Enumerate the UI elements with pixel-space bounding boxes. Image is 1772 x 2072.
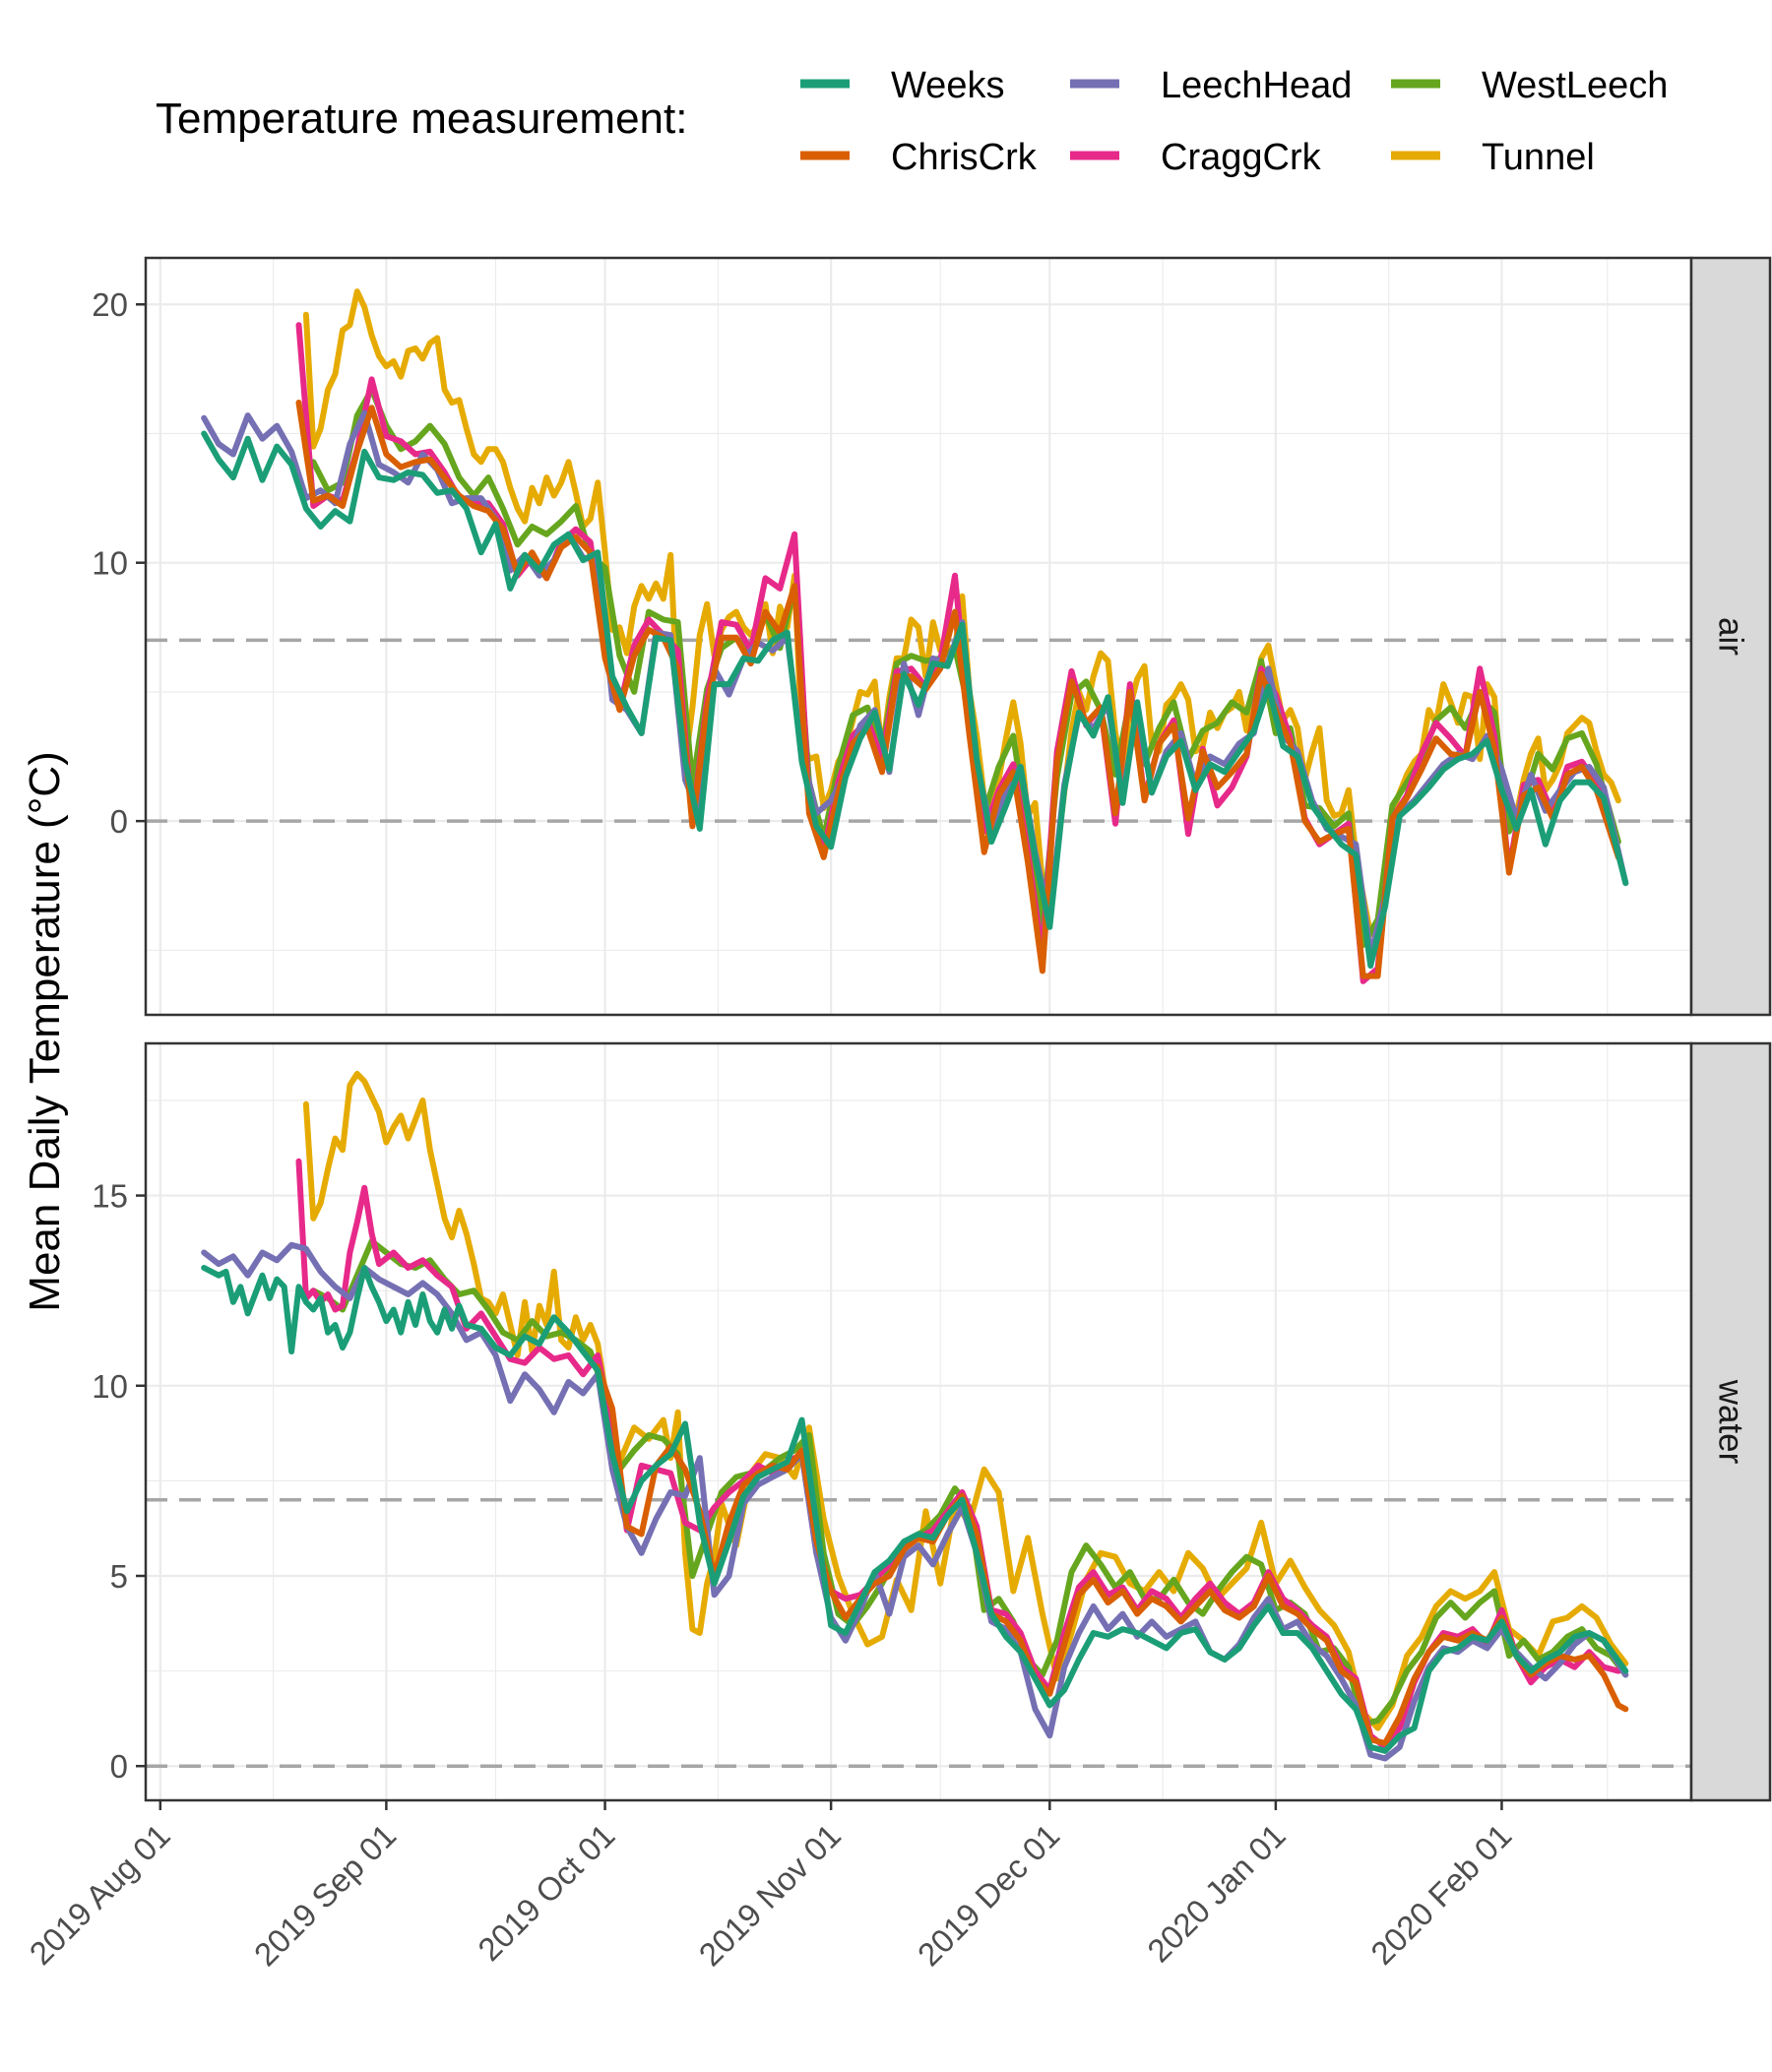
panel-water: water 0 5 10 15 bbox=[92, 1041, 1772, 1802]
y-axis-title: Mean Daily Temperature (°C) bbox=[21, 751, 69, 1311]
legend-label-tunnel: Tunnel bbox=[1482, 137, 1595, 178]
strip-label-air: air bbox=[1712, 617, 1750, 656]
strip-background bbox=[1689, 256, 1772, 1017]
legend-entry-tunnel: Tunnel bbox=[1391, 137, 1595, 178]
y-tick-label: 10 bbox=[92, 545, 128, 582]
legend-entry-craggcrk: CraggCrk bbox=[1070, 137, 1322, 178]
legend-entry-chriscrk: ChrisCrk bbox=[800, 137, 1038, 178]
series-line-weeks bbox=[201, 430, 1629, 970]
legend-entries: Weeks ChrisCrk LeechHead CraggCrk WestLeech T… bbox=[800, 65, 1668, 178]
panel-background bbox=[146, 1043, 1691, 1800]
legend-label-weeks: Weeks bbox=[891, 65, 1004, 106]
panel-air: air 0 10 20 bbox=[92, 256, 1772, 1017]
legend-entry-westleech: WestLeech bbox=[1391, 65, 1668, 106]
y-tick-label: 10 bbox=[92, 1368, 128, 1405]
panels: air 0 10 20 water 0 5 10 15 bbox=[92, 256, 1772, 1802]
y-tick-label: 20 bbox=[92, 286, 128, 323]
strip-label-water: water bbox=[1712, 1379, 1750, 1465]
legend-label-leechhead: LeechHead bbox=[1161, 65, 1352, 106]
y-tick-label: 0 bbox=[110, 803, 128, 840]
legend-title: Temperature measurement: bbox=[156, 94, 687, 143]
legend-label-craggcrk: CraggCrk bbox=[1161, 137, 1322, 178]
y-tick-label: 5 bbox=[110, 1558, 128, 1595]
legend-label-chriscrk: ChrisCrk bbox=[891, 137, 1038, 178]
series-group bbox=[201, 288, 1629, 984]
series-line-leechhead bbox=[201, 1241, 1629, 1762]
legend-entry-weeks: Weeks bbox=[800, 65, 1004, 106]
y-tick-label: 0 bbox=[110, 1748, 128, 1785]
series-line-chriscrk bbox=[595, 1363, 1629, 1746]
series-group bbox=[201, 1070, 1629, 1762]
y-tick-label: 15 bbox=[92, 1178, 128, 1215]
strip-background bbox=[1689, 1041, 1772, 1802]
legend-label-westleech: WestLeech bbox=[1482, 65, 1668, 106]
series-line-weeks bbox=[201, 1265, 1629, 1754]
legend-entry-leechhead: LeechHead bbox=[1070, 65, 1352, 106]
